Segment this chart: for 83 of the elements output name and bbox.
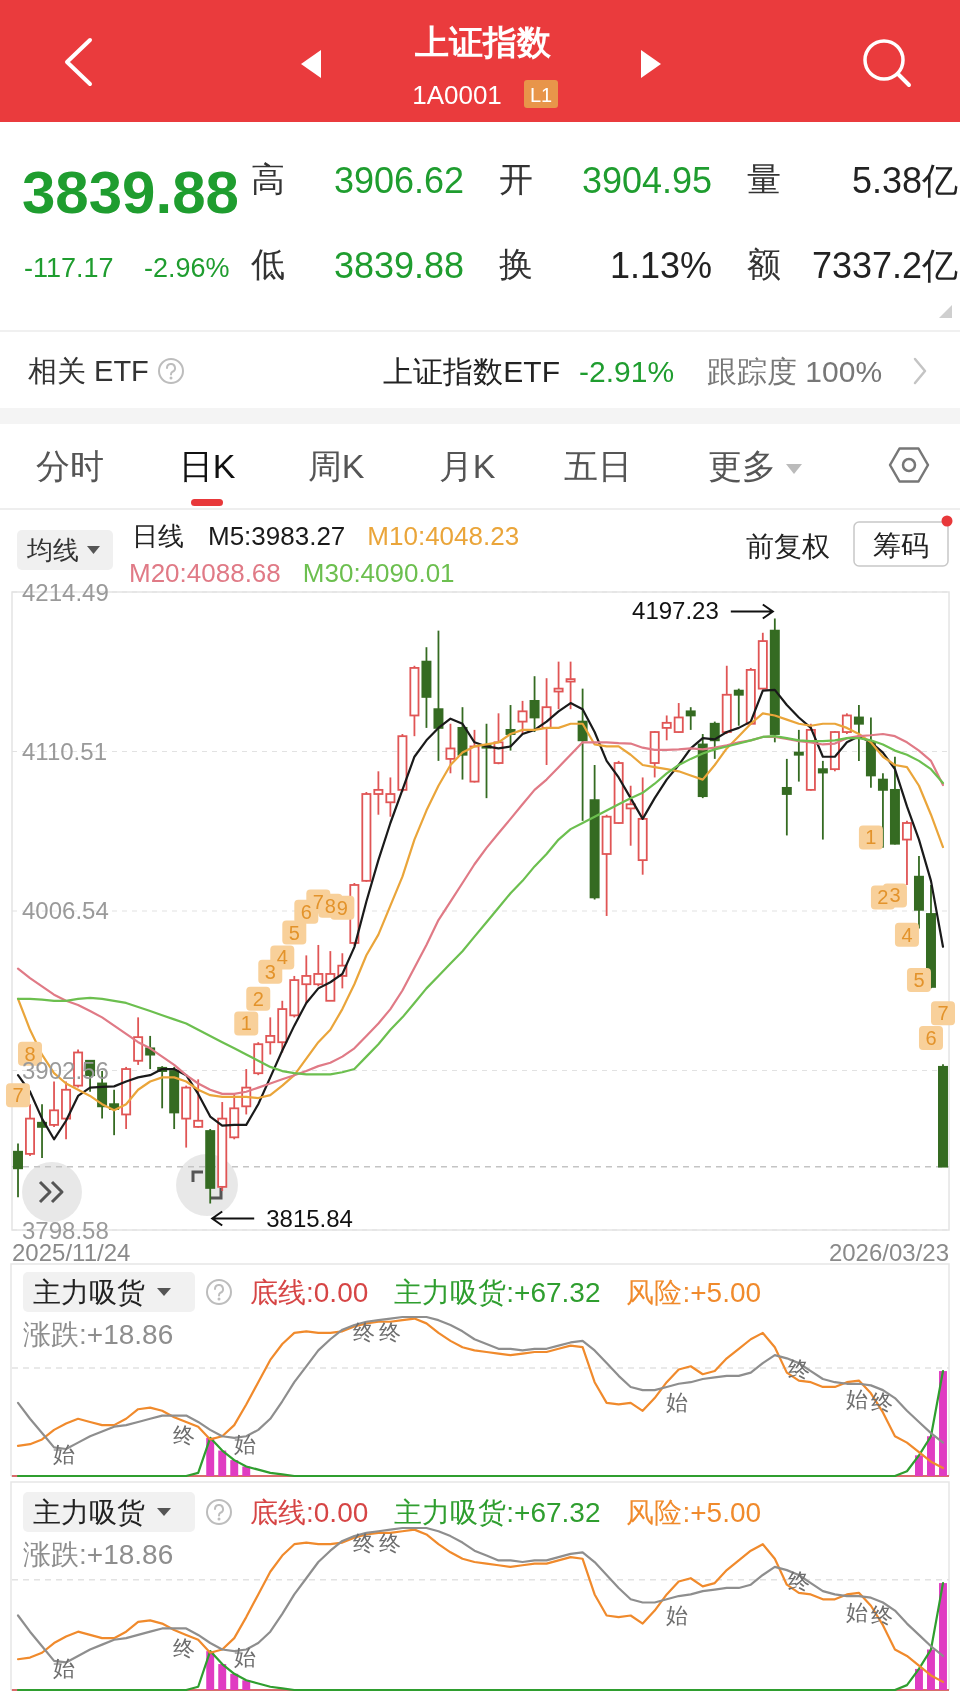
annotation: 6 bbox=[925, 1027, 937, 1050]
text: 1A0001 bbox=[412, 80, 502, 110]
annotation: 始 bbox=[666, 1390, 688, 1415]
text: 主力吸货:+67.32 bbox=[394, 1277, 601, 1308]
text: 1.13% bbox=[609, 245, 712, 286]
annotation: 4 bbox=[901, 923, 913, 946]
text: M20:4088.68 bbox=[129, 558, 281, 588]
text: 前复权 bbox=[746, 531, 830, 562]
annotation: 7 bbox=[312, 890, 324, 913]
annotation: 终 bbox=[379, 1531, 401, 1557]
text: 跟踪度 100% bbox=[707, 355, 883, 388]
text: 月K bbox=[438, 447, 496, 485]
text: 2026/03/23 bbox=[828, 1239, 949, 1266]
text: 上证指数 bbox=[414, 23, 552, 61]
text: 周K bbox=[307, 447, 365, 485]
annotation: 始 bbox=[666, 1602, 688, 1628]
annotation: 4 bbox=[276, 946, 288, 969]
text: 量 bbox=[747, 160, 781, 198]
annotation: 2 bbox=[877, 886, 889, 909]
text: 相关 ETF bbox=[28, 355, 149, 387]
text: 3906.62 bbox=[334, 160, 465, 201]
text: 3839.88 bbox=[22, 159, 239, 226]
y-tick-label: 4214.49 bbox=[22, 578, 109, 606]
text: 3839.88 bbox=[334, 245, 465, 286]
annotation: 始 bbox=[234, 1645, 256, 1671]
text: 3904.95 bbox=[582, 160, 713, 201]
text: -2.91% bbox=[579, 355, 675, 388]
chart-title: 主力吸货 bbox=[33, 1497, 145, 1528]
annotation: 3 bbox=[264, 960, 276, 983]
text: 上证指数ETF bbox=[383, 355, 560, 388]
annotation: 终 bbox=[353, 1531, 375, 1557]
annotation: 终 bbox=[379, 1320, 401, 1345]
text: 7337.2亿 bbox=[811, 245, 958, 286]
annotation: 6 bbox=[300, 900, 312, 923]
annotation: 1 bbox=[240, 1012, 252, 1035]
annotation: 始 bbox=[53, 1655, 75, 1681]
annotation: 2 bbox=[252, 987, 264, 1010]
annotation: 始 bbox=[234, 1432, 256, 1457]
annotation: 始 bbox=[53, 1442, 75, 1467]
text: -117.17 bbox=[24, 253, 114, 283]
text: -2.96% bbox=[144, 253, 230, 283]
annotation: 7 bbox=[937, 1002, 949, 1025]
text: 分时 bbox=[36, 447, 104, 485]
text: 低 bbox=[251, 245, 285, 283]
text: 换 bbox=[499, 245, 533, 283]
annotation: 5 bbox=[288, 921, 300, 944]
series-label: 风险:+5.00 bbox=[626, 1277, 762, 1308]
annotation: 7 bbox=[12, 1084, 24, 1107]
text: 5.38亿 bbox=[851, 160, 958, 201]
text: 日K bbox=[178, 447, 236, 485]
text: 开 bbox=[499, 160, 533, 198]
series-label: 涨跌:+18.86 bbox=[23, 1539, 174, 1570]
ref-line-label: 底线:0.00 bbox=[250, 1497, 369, 1528]
annotation: 始 bbox=[846, 1599, 868, 1625]
text: 五日 bbox=[564, 447, 632, 485]
series-label: 风险:+5.00 bbox=[626, 1497, 762, 1528]
annotation: 终 bbox=[353, 1320, 375, 1345]
annotation: 3 bbox=[889, 884, 901, 907]
annotation: 始 bbox=[846, 1387, 868, 1412]
text: 主力吸货:+67.32 bbox=[394, 1497, 601, 1528]
annotation: 5 bbox=[913, 969, 925, 992]
text: 均线 bbox=[26, 535, 79, 565]
annotation: 9 bbox=[336, 896, 348, 919]
annotation: 1 bbox=[865, 826, 877, 849]
annotation: 终 bbox=[173, 1423, 195, 1448]
text: L1 bbox=[529, 84, 553, 106]
ref-line-label: 底线:0.00 bbox=[250, 1277, 369, 1308]
annotation: 4197.23 bbox=[632, 597, 719, 625]
text: 高 bbox=[251, 160, 285, 198]
text: 额 bbox=[747, 245, 781, 283]
text: M5:3983.27 bbox=[208, 521, 346, 551]
y-tick-label: 4110.51 bbox=[22, 738, 107, 765]
text: 日线 bbox=[132, 521, 184, 551]
series-label: 涨跌:+18.86 bbox=[23, 1319, 174, 1350]
text: 更多 bbox=[708, 447, 776, 485]
text: 筹码 bbox=[873, 530, 929, 561]
annotation: 8 bbox=[324, 894, 336, 917]
text: M30:4090.01 bbox=[302, 558, 455, 588]
annotation: 3815.84 bbox=[266, 1204, 353, 1232]
chart-title: 主力吸货 bbox=[33, 1277, 145, 1308]
y-tick-label: 4006.54 bbox=[22, 897, 109, 925]
annotation: 终 bbox=[173, 1636, 195, 1662]
text: M10:4048.23 bbox=[367, 521, 520, 551]
